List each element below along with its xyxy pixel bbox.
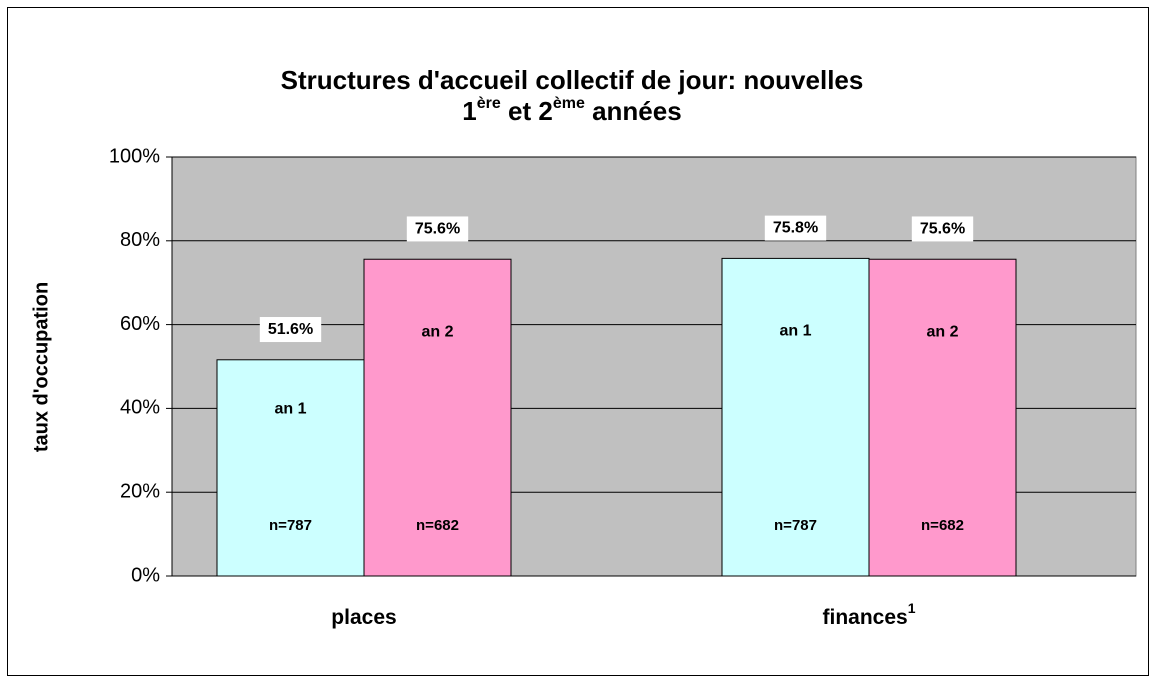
n-label: n=787 [269,517,312,534]
bar [721,257,870,577]
n-label: n=682 [416,517,459,534]
chart-title: Structures d'accueil collectif de jour: … [281,65,864,95]
value-label-bg [764,215,827,241]
series-label: an 1 [274,401,306,418]
series-label: an 2 [926,323,958,340]
value-label-bg [406,216,469,242]
category-note: 1 [908,600,916,616]
x-tick-label: places [331,606,396,629]
n-label: n=682 [921,517,964,534]
series-label: an 1 [779,323,811,340]
chart-title-line2: 1ère et 2ème années [462,95,681,126]
y-tick-label: 60% [120,313,160,335]
y-tick-label: 0% [131,564,160,586]
category-name: finances [823,606,908,629]
title-text: 1 [462,96,476,126]
title-text: années [585,96,682,126]
y-tick-label: 40% [120,397,160,419]
title-superscript: ère [477,95,501,112]
title-text: et 2 [501,96,553,126]
value-label-bg [911,216,974,242]
bar [216,359,365,577]
title-superscript: ème [553,95,585,112]
category-name: places [331,606,396,629]
n-label: n=787 [774,517,817,534]
series-label: an 2 [421,323,453,340]
value-label: 75.6% [415,220,460,237]
y-tick-label: 100% [109,145,160,167]
x-tick-label: finances1 [823,600,916,629]
value-label-bg [259,317,322,343]
y-tick-label: 20% [120,480,160,502]
value-label: 75.6% [920,220,965,237]
bar [363,258,512,577]
value-label: 75.8% [773,220,818,237]
value-label: 51.6% [268,321,313,338]
y-axis-label: taux d'occupation [30,282,52,452]
y-tick-label: 80% [120,229,160,251]
bar [868,258,1017,577]
